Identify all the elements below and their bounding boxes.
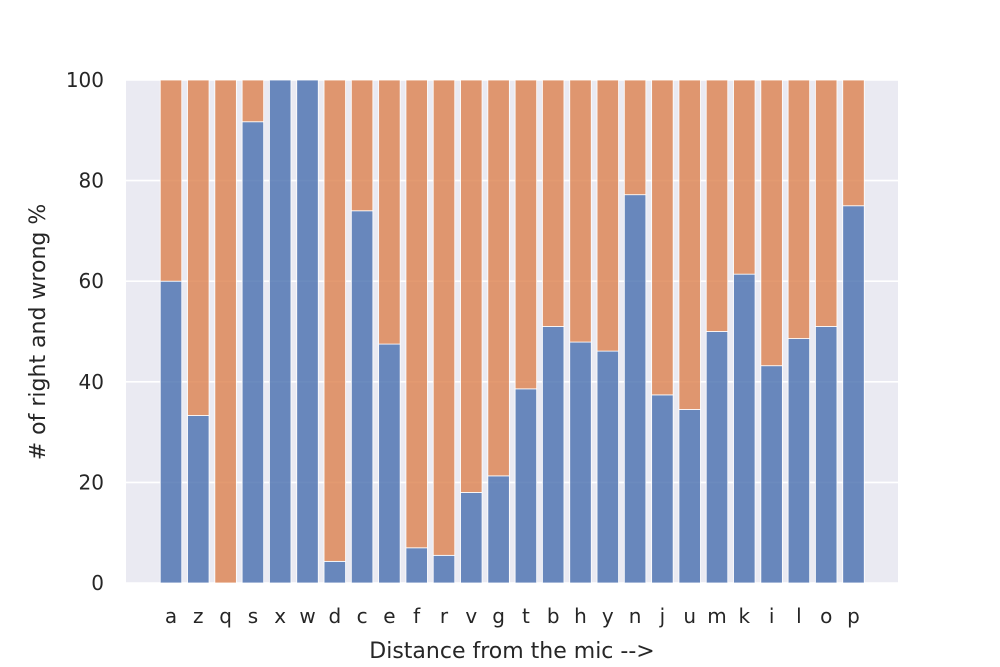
x-tick-label-b: b [547, 604, 560, 628]
x-tick-label-q: q [219, 604, 232, 628]
bar-e-series-2 [378, 79, 401, 345]
x-axis-label: Distance from the mic --> [369, 639, 654, 664]
bar-s-series-1 [241, 121, 265, 584]
bar-l-series-1 [787, 338, 811, 584]
bar-t-series-1 [514, 388, 538, 584]
bar-g-series-2 [487, 79, 510, 477]
x-tick-label-v: v [465, 604, 477, 628]
bar-u-series-1 [678, 409, 701, 584]
x-tick-label-h: h [574, 604, 587, 628]
bar-h-series-1 [569, 341, 592, 584]
y-tick-label-20: 20 [79, 470, 104, 494]
bar-x-series-1 [269, 79, 292, 584]
bar-s-series-2 [241, 79, 265, 123]
bar-r-series-2 [432, 79, 456, 556]
bar-r-series-1 [432, 554, 456, 584]
bar-f-series-2 [405, 79, 428, 549]
bar-h-series-2 [569, 79, 592, 343]
x-tick-label-e: e [383, 604, 395, 628]
y-tick-labels: 0 20 40 60 80 100 [66, 68, 104, 595]
x-tick-label-r: r [440, 604, 449, 628]
bar-q-series-2 [214, 79, 237, 584]
x-tick-label-k: k [739, 604, 751, 628]
x-tick-label-l: l [796, 604, 802, 628]
y-tick-label-0: 0 [91, 571, 104, 595]
x-tick-label-i: i [769, 604, 775, 628]
bar-m-series-1 [705, 331, 729, 584]
x-tick-label-t: t [522, 604, 530, 628]
x-tick-label-a: a [165, 604, 177, 628]
bar-e-series-1 [378, 343, 401, 584]
bar-a-series-1 [159, 280, 183, 584]
y-tick-label-40: 40 [79, 370, 104, 394]
bar-l-series-2 [787, 79, 811, 339]
bar-t-series-2 [514, 79, 538, 390]
bar-u-series-2 [678, 79, 701, 410]
bar-p-series-1 [842, 205, 865, 584]
bar-k-series-2 [733, 79, 756, 275]
bar-o-series-1 [815, 326, 838, 584]
bar-a-series-2 [159, 79, 183, 282]
bar-d-series-2 [323, 79, 346, 562]
x-tick-label-x: x [274, 604, 286, 628]
x-tick-label-f: f [413, 604, 421, 628]
x-tick-label-d: d [328, 604, 341, 628]
bar-o-series-2 [815, 79, 838, 327]
x-tick-label-y: y [602, 604, 614, 628]
bar-n-series-2 [623, 79, 647, 196]
bar-c-series-2 [350, 79, 374, 212]
bar-n-series-1 [623, 194, 647, 584]
bar-g-series-1 [487, 475, 510, 584]
bar-w-series-1 [296, 79, 319, 584]
bar-m-series-2 [705, 79, 729, 332]
bar-y-series-2 [596, 79, 619, 352]
x-tick-label-u: u [683, 604, 696, 628]
bar-v-series-2 [460, 79, 483, 493]
x-tick-label-p: p [847, 604, 860, 628]
x-tick-label-o: o [820, 604, 832, 628]
bars [159, 79, 865, 584]
x-tick-label-n: n [629, 604, 642, 628]
bar-f-series-1 [405, 547, 428, 584]
bar-z-series-2 [187, 79, 210, 416]
y-tick-label-80: 80 [79, 169, 104, 193]
y-tick-label-100: 100 [66, 68, 104, 92]
y-tick-label-60: 60 [79, 269, 104, 293]
bar-j-series-2 [651, 79, 674, 396]
x-tick-label-m: m [707, 604, 726, 628]
bar-d-series-1 [323, 560, 346, 584]
bar-z-series-1 [187, 415, 210, 584]
bar-j-series-1 [651, 394, 674, 584]
bar-p-series-2 [842, 79, 865, 207]
x-tick-label-j: j [659, 604, 666, 628]
bar-b-series-1 [542, 326, 565, 584]
x-tick-label-c: c [357, 604, 368, 628]
x-tick-label-w: w [299, 604, 315, 628]
bar-y-series-1 [596, 350, 619, 584]
x-tick-label-g: g [492, 604, 505, 628]
bar-i-series-1 [760, 365, 783, 584]
bar-c-series-1 [350, 210, 374, 584]
x-tick-label-z: z [193, 604, 204, 628]
bar-i-series-2 [760, 79, 783, 367]
y-axis-label: # of right and wrong % [26, 204, 51, 461]
x-tick-label-s: s [248, 604, 258, 628]
bar-b-series-2 [542, 79, 565, 327]
bar-v-series-1 [460, 492, 483, 584]
bar-k-series-1 [733, 273, 756, 584]
